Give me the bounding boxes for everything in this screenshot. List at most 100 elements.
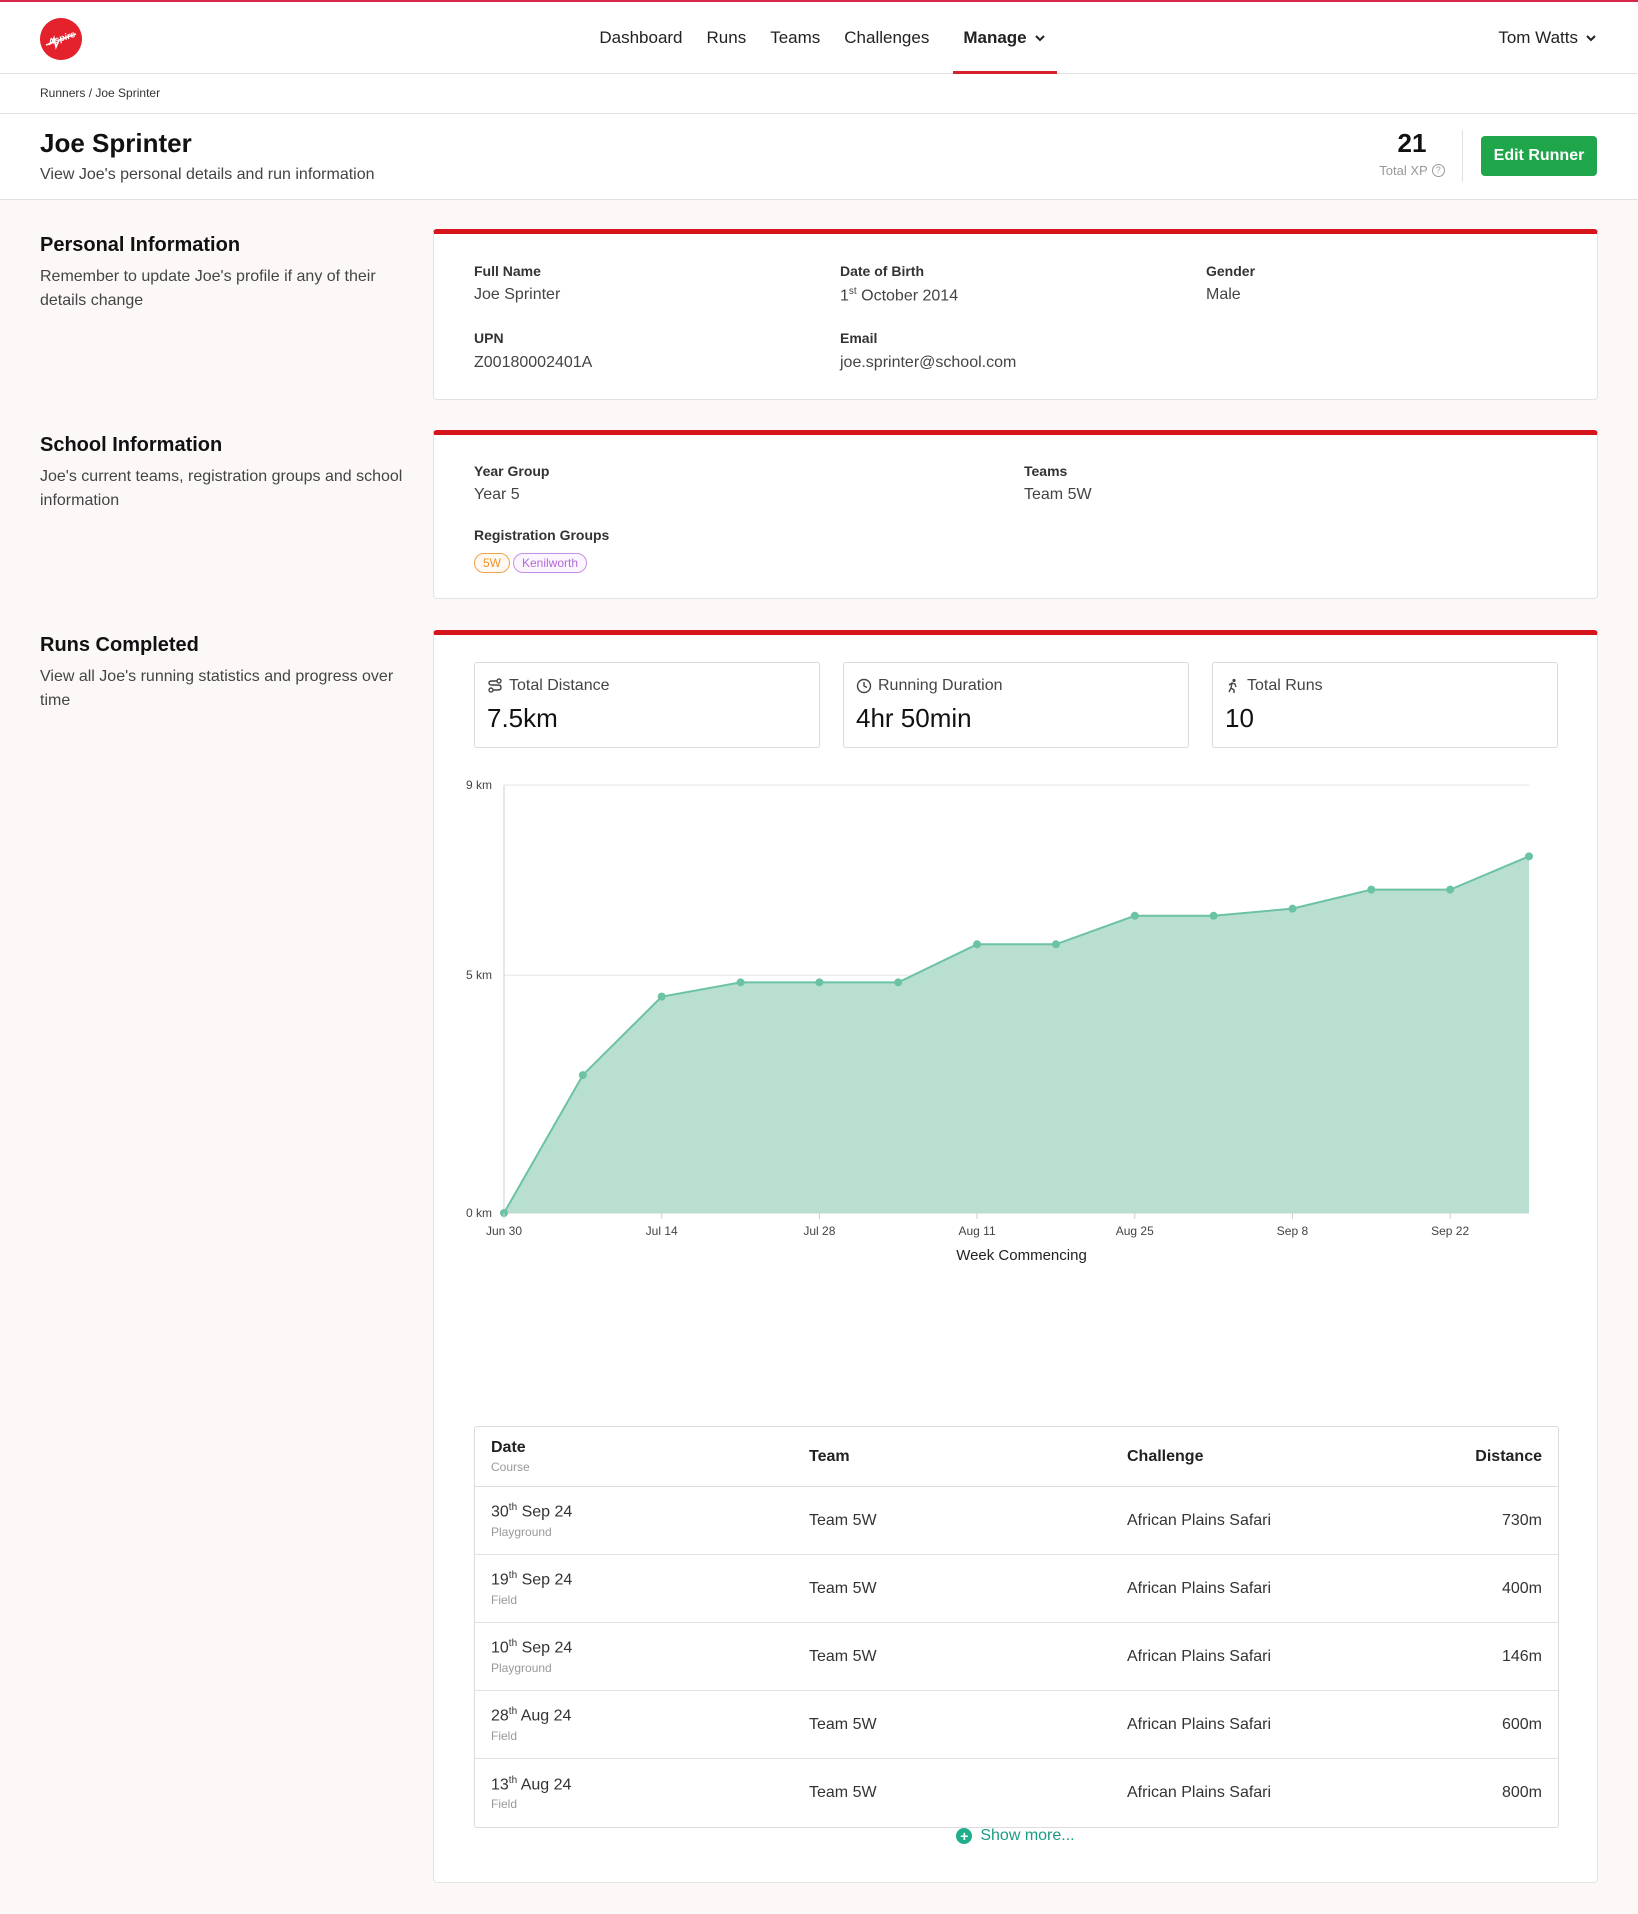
date-day: 10	[491, 1639, 509, 1657]
nav-manage-label: Manage	[963, 28, 1027, 47]
x-tick-label: Sep 22	[1431, 1224, 1469, 1238]
divider	[1462, 130, 1463, 182]
cell-date: 10th Sep 24 Playground	[475, 1623, 793, 1691]
stat-value: 7.5km	[487, 703, 558, 733]
date-rest: Aug 24	[517, 1776, 572, 1794]
stat-total-runs: Total Runs 10	[1212, 662, 1558, 748]
table-row[interactable]: 13th Aug 24 Field Team 5W African Plains Sa…	[475, 1759, 1558, 1827]
x-tick-label: Jun 30	[486, 1224, 522, 1238]
show-more-button[interactable]: + Show more...	[434, 1827, 1597, 1845]
table-row[interactable]: 28th Aug 24 Field Team 5W African Plains Sa…	[475, 1691, 1558, 1759]
stat-value: 4hr 50min	[856, 703, 972, 733]
table-row[interactable]: 19th Sep 24 Field Team 5W African Plains Sa…	[475, 1555, 1558, 1623]
nav-runs[interactable]: Runs	[706, 28, 747, 47]
stat-label: Total Runs	[1247, 677, 1323, 694]
header-date-label: Date	[491, 1439, 526, 1456]
nav-dashboard[interactable]: Dashboard	[599, 28, 683, 47]
course-name: Field	[491, 1592, 518, 1607]
email-label: Email	[840, 330, 878, 346]
aspire-logo[interactable]: Aspire	[40, 18, 82, 60]
runs-desc: View all Joe's running statistics and pr…	[40, 668, 394, 709]
chevron-down-icon	[1586, 35, 1596, 42]
stat-label-row: Running Duration	[856, 677, 1003, 695]
upn-label: UPN	[474, 330, 504, 346]
route-icon	[488, 678, 502, 693]
date-day: 13	[491, 1776, 509, 1794]
xp-label: Total XP	[1379, 163, 1428, 178]
registration-groups: 5W Kenilworth	[474, 553, 590, 573]
cell-challenge: African Plains Safari	[1111, 1691, 1411, 1759]
xp-value: 21	[1397, 128, 1427, 158]
cell-challenge: African Plains Safari	[1111, 1555, 1411, 1623]
help-icon[interactable]: ?	[1431, 164, 1445, 177]
cell-distance: 800m	[1501, 1784, 1542, 1801]
user-name: Tom Watts	[1498, 28, 1578, 47]
dob-label: Date of Birth	[840, 263, 924, 279]
distance-area-chart: 0 km 5 km 9 km Jun 30 Jul 14 Jul 28 Aug 11 Aug …	[466, 778, 1533, 1264]
breadcrumb-runners[interactable]: Runners	[40, 86, 86, 100]
total-xp: 21 Total XP ?	[1352, 128, 1472, 178]
teams-label: Teams	[1024, 463, 1068, 479]
cell-team: Team 5W	[809, 1784, 877, 1801]
stat-running-duration: Running Duration 4hr 50min	[843, 662, 1189, 748]
cell-team: Team 5W	[793, 1555, 1111, 1623]
data-point	[815, 978, 824, 987]
full-name-value: Joe Sprinter	[474, 286, 561, 303]
user-menu[interactable]: Tom Watts	[1498, 2, 1598, 74]
plus-circle-icon: +	[956, 1828, 973, 1844]
header-distance[interactable]: Distance	[1411, 1427, 1558, 1487]
nav-challenges[interactable]: Challenges	[844, 28, 930, 47]
breadcrumb: Runners / Joe Sprinter	[40, 86, 160, 100]
main-nav: Dashboard Runs Teams Challenges Manage	[0, 2, 1638, 74]
date-suffix: th	[508, 1774, 518, 1786]
date-rest: Sep 24	[517, 1639, 573, 1657]
header-challenge[interactable]: Challenge	[1111, 1427, 1411, 1487]
data-point	[657, 992, 666, 1001]
edit-runner-button[interactable]: Edit Runner	[1481, 136, 1597, 176]
dob-day: 1	[840, 287, 849, 305]
school-info-desc: Joe's current teams, registration groups…	[40, 468, 403, 509]
group-tag: Kenilworth	[513, 553, 588, 573]
cell-date: 19th Sep 24 Field	[475, 1555, 793, 1623]
stat-total-distance: Total Distance 7.5km	[474, 662, 820, 748]
stat-value: 10	[1225, 703, 1254, 733]
gender-label: Gender	[1206, 263, 1256, 279]
cell-date: 28th Aug 24 Field	[475, 1691, 793, 1759]
personal-info-title: Personal Information	[40, 234, 241, 256]
distance-line	[503, 855, 1530, 1214]
y-tick-label: 9 km	[466, 778, 492, 792]
cell-team: Team 5W	[793, 1487, 1111, 1555]
table-row[interactable]: 30th Sep 24 Playground Team 5W African Plai…	[475, 1487, 1558, 1555]
course-name: Field	[491, 1797, 518, 1812]
x-tick-label: Aug 11	[958, 1224, 995, 1238]
y-tick-label: 5 km	[466, 968, 492, 982]
clock-icon	[856, 678, 872, 694]
dob-suffix: st	[848, 286, 857, 297]
nav-manage[interactable]: Manage	[953, 2, 1057, 74]
header-course-label: Course	[491, 1460, 530, 1474]
runner-icon	[1228, 678, 1237, 693]
cell-distance: 730m	[1411, 1487, 1558, 1555]
dob-rest: October 2014	[856, 287, 959, 305]
group-tag: 5W	[474, 553, 510, 573]
school-info-title: School Information	[40, 434, 223, 456]
teams-value: Team 5W	[1024, 486, 1092, 503]
date-rest: Aug 24	[517, 1707, 572, 1725]
distance-area	[504, 856, 1529, 1213]
x-tick-label: Jul 14	[646, 1224, 678, 1238]
header-date[interactable]: Date Course	[475, 1427, 793, 1487]
data-point	[1288, 904, 1297, 913]
stat-label: Total Distance	[509, 677, 610, 694]
gender-value: Male	[1206, 286, 1241, 303]
header-team[interactable]: Team	[793, 1427, 1111, 1487]
table-row[interactable]: 10th Sep 24 Playground Team 5W African Plai…	[475, 1623, 1558, 1691]
xp-label-row: Total XP ?	[1352, 163, 1472, 178]
date-rest: Sep 24	[517, 1503, 573, 1521]
date-day: 28	[491, 1707, 509, 1725]
date-day: 30	[491, 1503, 509, 1521]
page-title: Joe Sprinter	[40, 128, 192, 158]
runs-table-body: 30th Sep 24 Playground Team 5W African Plai…	[475, 1487, 1558, 1827]
nav-teams[interactable]: Teams	[770, 28, 821, 47]
breadcrumb-bar: Runners / Joe Sprinter	[0, 74, 1638, 114]
registration-groups-label: Registration Groups	[474, 527, 610, 543]
